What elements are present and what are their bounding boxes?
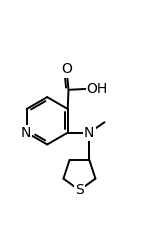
Text: O: O	[61, 62, 72, 77]
Text: N: N	[84, 126, 95, 140]
Text: N: N	[21, 126, 31, 140]
Text: S: S	[75, 183, 84, 197]
Text: OH: OH	[86, 82, 108, 96]
